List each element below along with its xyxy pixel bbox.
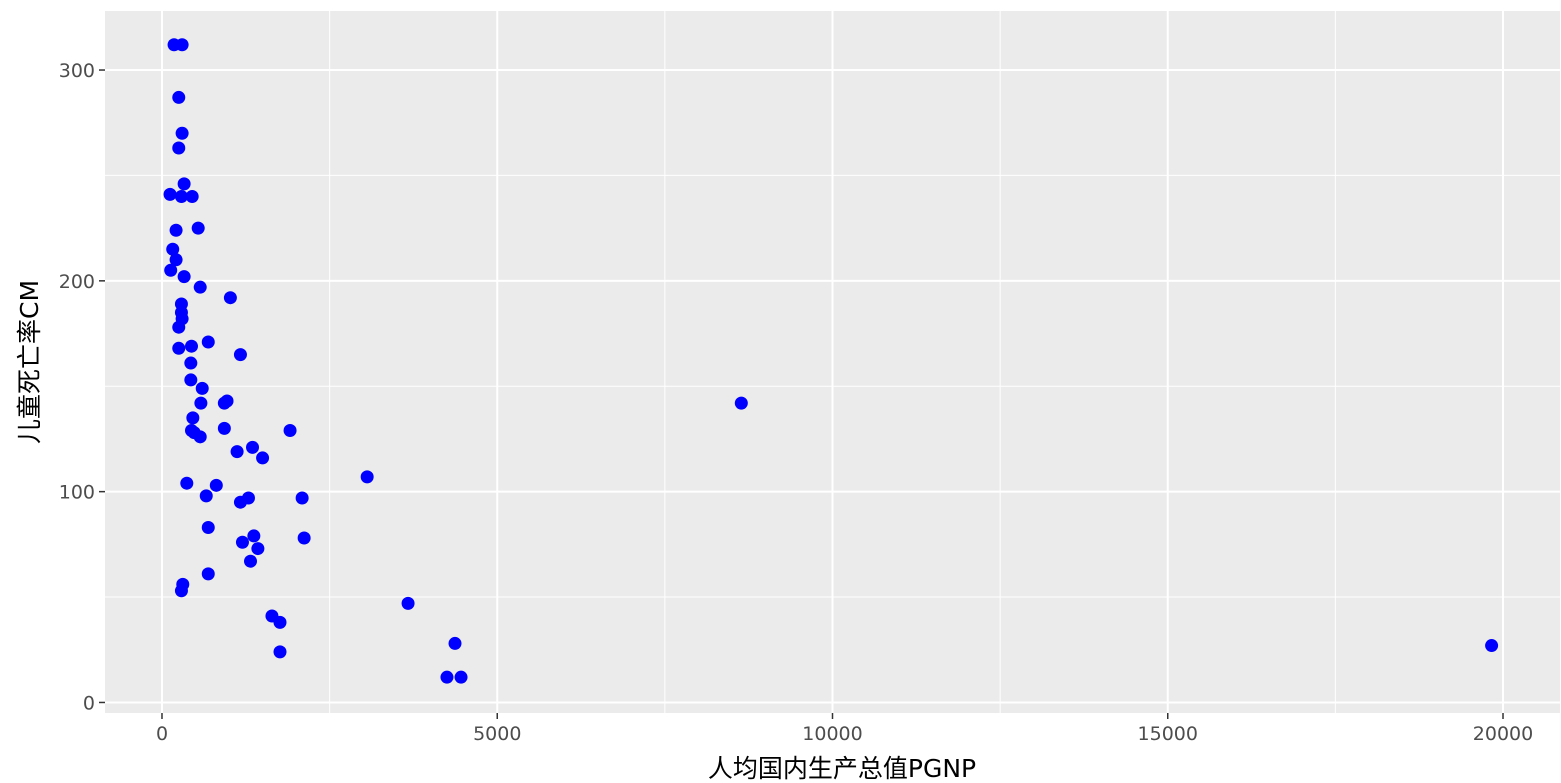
y-axis-title: 儿童死亡率CM <box>15 280 44 444</box>
y-tick-label: 200 <box>59 271 95 293</box>
data-point <box>169 223 183 237</box>
data-point <box>174 190 188 204</box>
data-point <box>174 584 188 598</box>
data-point <box>244 554 257 568</box>
x-axis-title: 人均国内生产总值PGNP <box>708 754 976 783</box>
data-point <box>193 430 207 444</box>
x-tick-label: 15000 <box>1138 723 1198 745</box>
data-point <box>185 190 199 204</box>
data-point <box>172 90 186 104</box>
data-point <box>233 348 247 362</box>
data-point <box>184 373 198 387</box>
data-point <box>233 495 247 509</box>
x-tick-label: 0 <box>156 723 168 745</box>
data-point <box>172 141 186 155</box>
data-point <box>193 280 207 294</box>
x-tick-label: 20000 <box>1473 723 1533 745</box>
grid-major <box>105 11 1560 713</box>
data-point <box>440 670 454 684</box>
y-tick-label: 0 <box>83 692 95 714</box>
data-point <box>172 341 186 355</box>
data-point <box>246 440 260 454</box>
data-point <box>220 394 234 408</box>
data-point <box>251 542 265 556</box>
data-point <box>164 263 178 277</box>
data-point <box>201 335 215 349</box>
y-tick-label: 100 <box>59 482 95 504</box>
data-point <box>247 529 261 543</box>
data-point <box>273 615 287 629</box>
data-point <box>201 567 215 581</box>
data-point <box>734 396 748 410</box>
data-point <box>209 478 223 492</box>
data-point <box>235 535 249 549</box>
data-point <box>283 424 297 438</box>
data-point <box>184 356 198 370</box>
data-point <box>177 177 191 191</box>
data-point <box>201 520 215 534</box>
x-tick-label: 10000 <box>802 723 862 745</box>
data-point <box>199 489 213 503</box>
data-point <box>273 645 287 659</box>
data-point <box>191 221 205 235</box>
data-point <box>184 339 198 353</box>
data-point <box>256 451 270 465</box>
data-point <box>454 670 468 684</box>
data-point <box>177 270 191 284</box>
data-point <box>186 411 200 425</box>
data-point <box>169 253 183 267</box>
data-point <box>194 396 208 410</box>
data-point <box>172 320 186 334</box>
data-point <box>175 38 189 52</box>
x-axis: 0 5000 10000 15000 20000 <box>156 713 1533 745</box>
data-point <box>166 242 180 256</box>
y-tick-label: 300 <box>59 60 95 82</box>
data-point <box>223 291 237 305</box>
data-point <box>295 491 309 505</box>
data-point <box>448 636 462 650</box>
data-point <box>297 531 311 545</box>
data-point <box>163 187 177 201</box>
data-point <box>180 476 194 490</box>
data-point <box>230 445 244 459</box>
data-point <box>195 381 209 395</box>
data-point <box>401 596 415 610</box>
x-tick-label: 5000 <box>473 723 521 745</box>
data-point <box>360 470 374 484</box>
data-points <box>163 38 1499 684</box>
y-axis: 0 100 200 300 <box>59 60 105 714</box>
data-point <box>175 126 189 140</box>
data-point <box>1485 639 1499 653</box>
data-point <box>217 421 231 435</box>
